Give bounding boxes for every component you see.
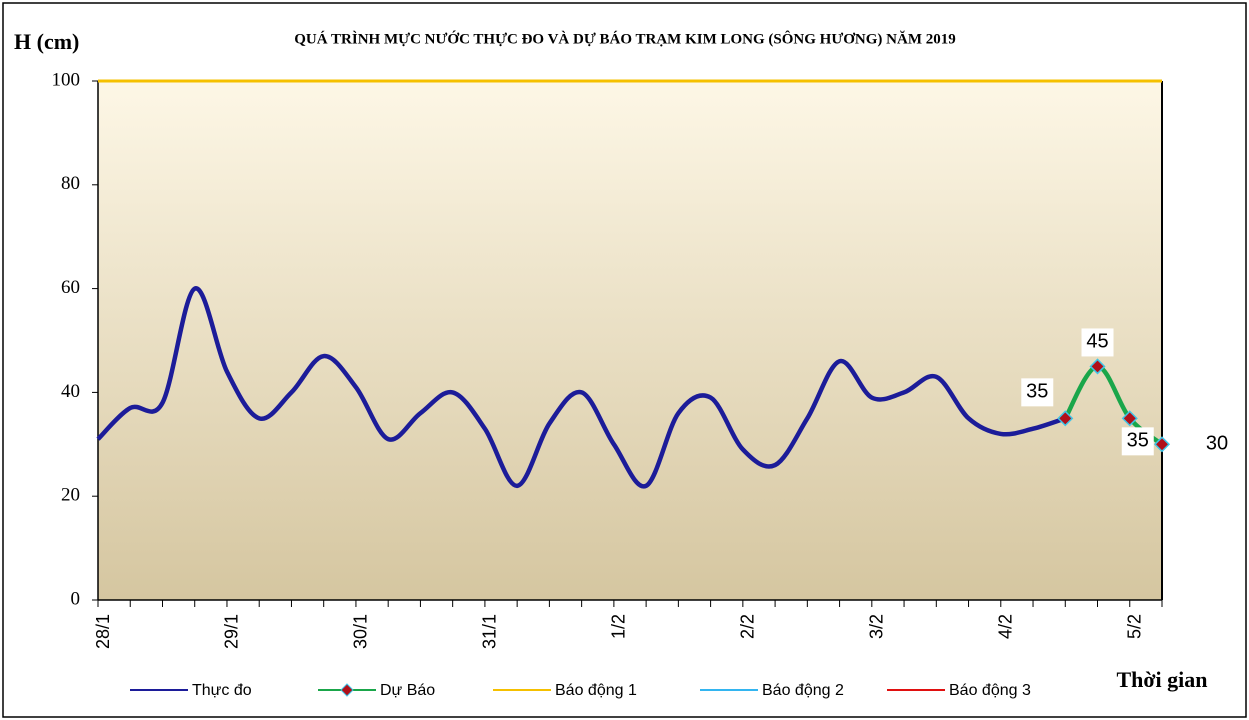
x-tick-label: 3/2: [867, 614, 887, 639]
x-tick-label: 29/1: [222, 614, 242, 649]
marker: [1089, 358, 1106, 375]
data-label: 35: [1026, 381, 1048, 403]
data-label-box: [1081, 328, 1114, 357]
marker: [1057, 410, 1074, 427]
y-tick-label: 60: [61, 277, 80, 298]
data-label-box: [1201, 430, 1233, 459]
legend-label: Báo động 2: [762, 682, 844, 699]
data-label-box: [1021, 378, 1054, 407]
x-tick-label: 2/2: [738, 614, 758, 639]
legend-marker: [340, 683, 354, 697]
legend-label: Thực đo: [192, 682, 252, 699]
x-tick-label: 30/1: [351, 614, 371, 649]
x-tick-label: 4/2: [996, 614, 1016, 639]
y-tick-label: 40: [61, 381, 80, 402]
data-label: 30: [1206, 433, 1228, 455]
y-tick-label: 100: [52, 69, 81, 90]
x-tick-label: 1/2: [609, 614, 629, 639]
legend-label: Báo động 3: [949, 682, 1031, 699]
marker: [1121, 410, 1138, 427]
chart-title: QUÁ TRÌNH MỰC NƯỚC THỰC ĐO VÀ DỰ BÁO TRẠ…: [294, 30, 956, 47]
series-line: [96, 286, 1066, 489]
data-label: 45: [1086, 331, 1108, 353]
plot-area: [98, 81, 1162, 600]
data-label-box: [1121, 427, 1154, 456]
legend-label: Báo động 1: [555, 682, 637, 699]
legend-label: Dự Báo: [380, 682, 435, 699]
x-tick-label: 31/1: [480, 614, 500, 649]
x-tick-label: 5/2: [1125, 614, 1145, 639]
marker: [1153, 436, 1171, 453]
y-tick-label: 20: [61, 485, 80, 506]
x-axis-label: Thời gian: [1116, 667, 1207, 692]
y-tick-label: 0: [71, 588, 81, 609]
y-axis-label: H (cm): [14, 29, 79, 54]
data-label: 35: [1127, 430, 1149, 452]
y-tick-label: 80: [61, 173, 80, 194]
x-tick-label: 28/1: [93, 614, 113, 649]
